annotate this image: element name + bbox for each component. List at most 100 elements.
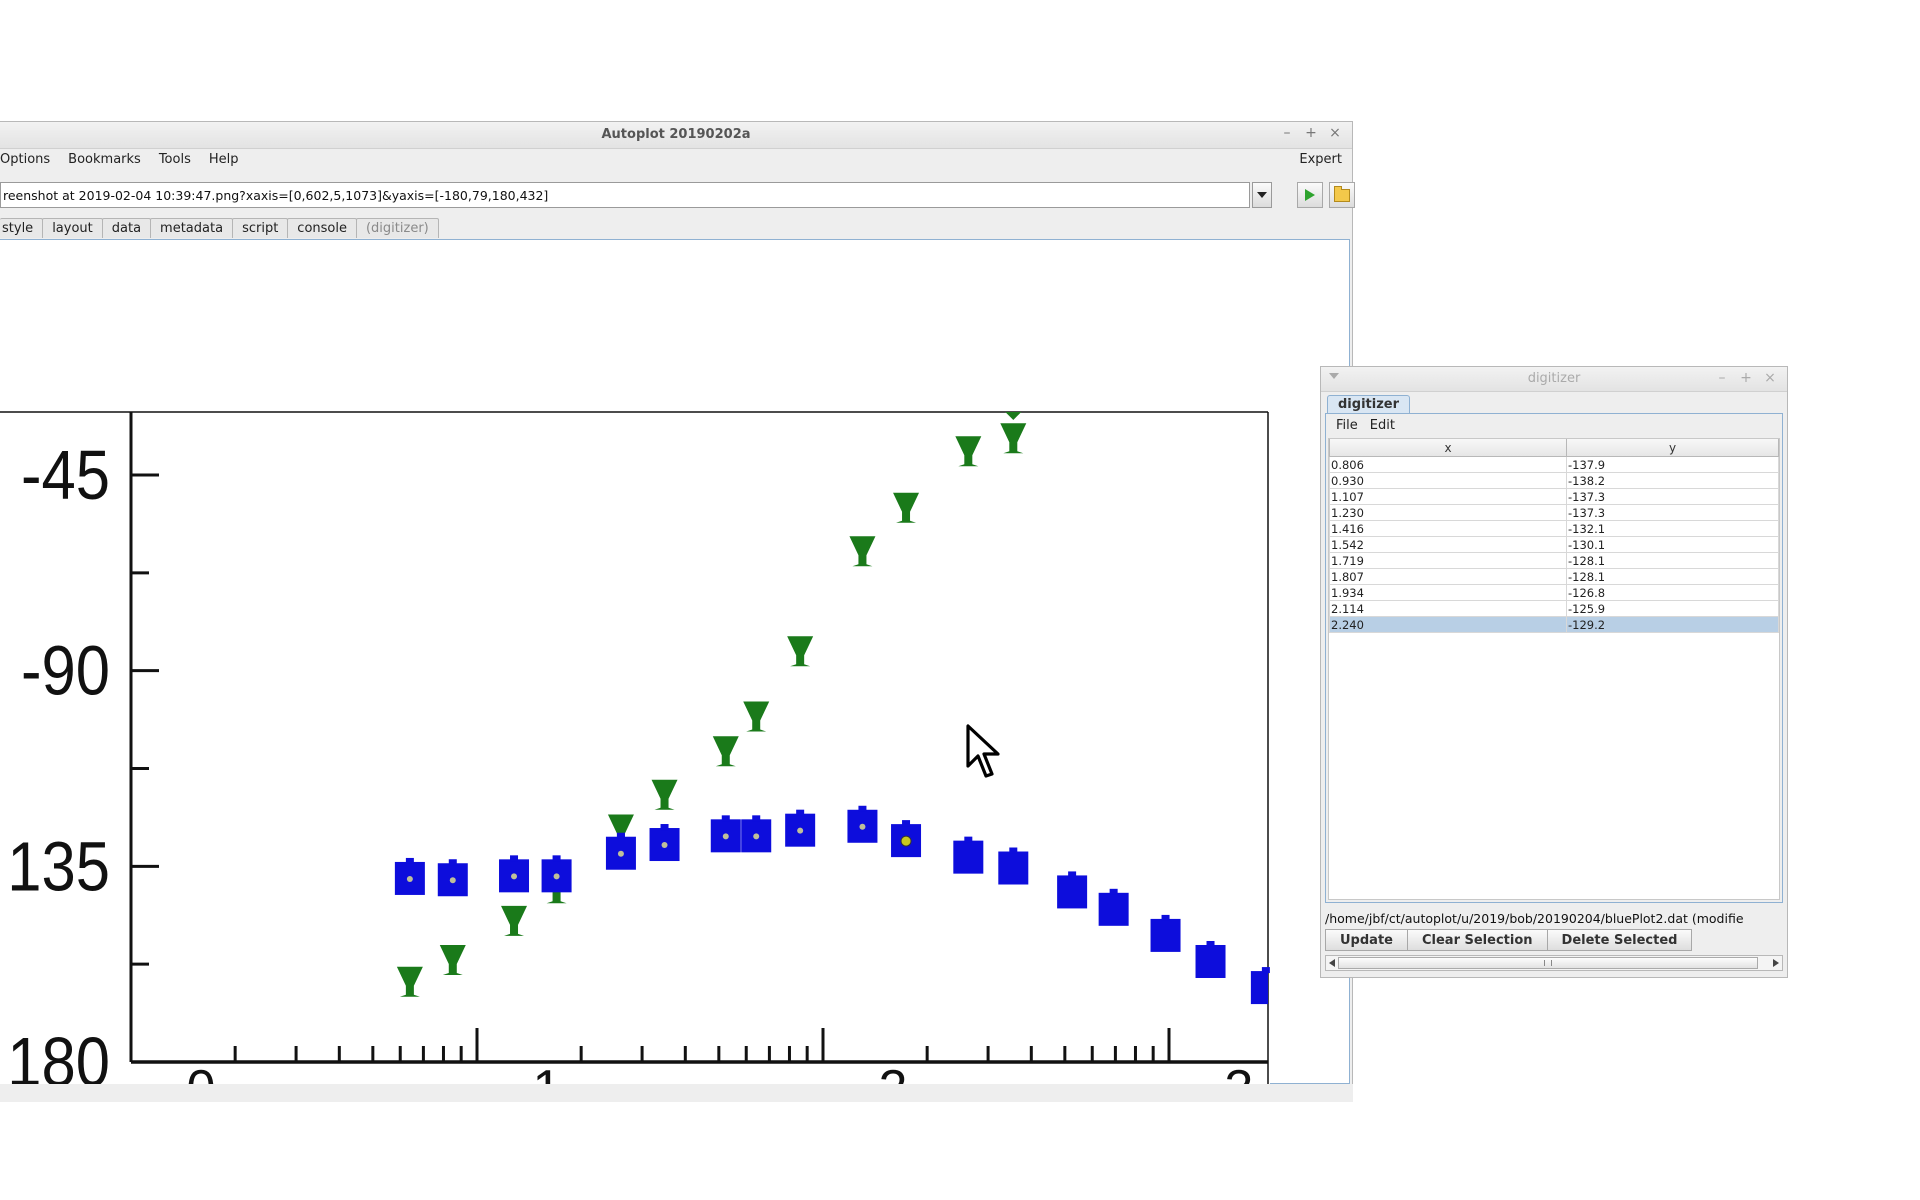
cell-x[interactable]: 1.230 [1329,504,1567,521]
cell-y[interactable]: -137.9 [1566,456,1779,473]
menu-bookmarks[interactable]: Bookmarks [68,151,141,167]
blue-square-marker-notch [752,815,761,822]
tab-metadata[interactable]: metadata [150,218,234,238]
table-row[interactable]: 1.230 -137.3 [1329,504,1779,521]
autoplot-window: Autoplot 20190202a – + × Options Bookmar… [0,121,1355,1102]
digitizer-window: digitizer – + × digitizer File Edit x y … [1320,366,1788,978]
column-header-x[interactable]: x [1329,439,1567,457]
column-header-y[interactable]: y [1566,439,1779,457]
green-triangle-marker [396,966,423,997]
empty-row [1330,697,1779,713]
cell-y[interactable]: -128.1 [1566,552,1779,569]
cell-x[interactable]: 2.114 [1329,600,1567,617]
green-triangle-marker [1005,412,1022,420]
digitized-point [797,827,804,834]
digitizer-titlebar[interactable]: digitizer – + × [1321,367,1787,392]
cell-y[interactable]: -128.1 [1566,568,1779,585]
tab-script[interactable]: script [232,218,289,238]
empty-row [1330,681,1779,697]
table-row[interactable]: 1.934 -126.8 [1329,584,1779,601]
cell-y[interactable]: -138.2 [1566,472,1779,489]
menu-tools[interactable]: Tools [158,151,191,167]
cell-y[interactable]: -125.9 [1566,600,1779,617]
run-button[interactable] [1297,182,1323,208]
empty-row [1330,729,1779,745]
empty-row [1330,825,1779,841]
table-row[interactable]: 2.114 -125.9 [1329,600,1779,617]
minimize-icon[interactable]: – [1283,125,1291,141]
table-row[interactable]: 0.930 -138.2 [1329,472,1779,489]
collapse-icon[interactable] [1329,373,1339,379]
green-triangle-marker [712,736,739,767]
green-triangle-marker [893,492,920,523]
uri-input[interactable] [0,182,1250,208]
table-row[interactable]: 1.107 -137.3 [1329,488,1779,505]
menu-options[interactable]: Options [0,151,51,167]
browse-button[interactable] [1329,182,1355,208]
close-icon[interactable]: × [1329,125,1341,141]
digitizer-menu-file[interactable]: File [1336,417,1358,433]
table-row[interactable]: 2.240 -129.2 [1329,616,1779,633]
cell-x[interactable]: 1.934 [1329,584,1567,601]
close-icon[interactable]: × [1764,370,1776,386]
maximize-icon[interactable]: + [1305,125,1317,141]
blue-square-marker-notch [1009,847,1018,854]
cell-x[interactable]: 1.542 [1329,536,1567,553]
menu-help[interactable]: Help [208,151,239,167]
cell-x[interactable]: 2.240 [1329,616,1567,633]
tab-data[interactable]: data [101,218,152,238]
blue-square-marker [1250,971,1268,1005]
cell-x[interactable]: 1.719 [1329,552,1567,569]
green-triangle-marker [501,905,528,936]
x-tick-label: 10 1 [448,1060,561,1085]
y-tick-label: -90 [21,631,110,710]
blue-square-marker-notch [660,824,669,831]
cell-x[interactable]: 1.416 [1329,520,1567,537]
green-triangle-marker [955,436,982,467]
y-tick-label: -45 [21,435,110,514]
table-row[interactable]: 1.416 -132.1 [1329,520,1779,537]
cell-x[interactable]: 0.930 [1329,472,1567,489]
scroll-thumb[interactable] [1338,957,1758,969]
maximize-icon[interactable]: + [1740,370,1752,386]
cell-y[interactable]: -129.2 [1566,616,1779,633]
empty-row [1330,809,1779,825]
table-row[interactable]: 1.807 -128.1 [1329,568,1779,585]
clear-selection-button[interactable]: Clear Selection [1406,929,1548,951]
cell-x[interactable]: 1.107 [1329,488,1567,505]
cell-y[interactable]: -132.1 [1566,520,1779,537]
x-tick-label: 10 2 [794,1060,907,1085]
uri-toolbar [0,182,1355,210]
minimize-icon[interactable]: – [1718,370,1726,386]
cell-x[interactable]: 0.806 [1329,456,1567,473]
cell-x[interactable]: 1.807 [1329,568,1567,585]
table-row[interactable]: 1.719 -128.1 [1329,552,1779,569]
cell-y[interactable]: -126.8 [1566,584,1779,601]
digitizer-title: digitizer [1527,371,1581,386]
cell-y[interactable]: -137.3 [1566,488,1779,505]
tab-digitizer-panel[interactable]: digitizer [1327,395,1410,414]
cell-y[interactable]: -137.3 [1566,504,1779,521]
green-triangle-marker [439,944,466,975]
plot-canvas[interactable]: -45-90135180100101102103 0.00.51.01.52.0… [0,239,1350,1085]
update-button[interactable]: Update [1325,929,1408,951]
horizontal-scrollbar[interactable] [1325,955,1783,971]
table-row[interactable]: 0.806 -137.9 [1329,456,1779,473]
tab-digitizer[interactable]: (digitizer) [355,218,439,238]
digitizer-menu-edit[interactable]: Edit [1369,417,1395,433]
scroll-right-icon[interactable] [1773,959,1779,967]
tab-console[interactable]: console [287,218,357,238]
window-title: Autoplot 20190202a [601,127,751,142]
table-row[interactable]: 1.542 -130.1 [1329,536,1779,553]
main-titlebar[interactable]: Autoplot 20190202a – + × [0,122,1352,149]
scroll-left-icon[interactable] [1329,959,1335,967]
tab-layout[interactable]: layout [42,218,103,238]
delete-selected-button[interactable]: Delete Selected [1546,929,1693,951]
cell-y[interactable]: -130.1 [1566,536,1779,553]
digitizer-table-container[interactable]: x y 0.806 -137.9 0.930 -138.2 1.107 -137.3 1.2… [1328,438,1780,900]
uri-history-dropdown[interactable] [1252,182,1272,208]
menu-expert[interactable]: Expert [1299,151,1342,167]
x-tick-base: 10 [102,1082,180,1085]
tab-style[interactable]: style [0,218,44,238]
blue-square-marker-notch [1261,967,1270,974]
